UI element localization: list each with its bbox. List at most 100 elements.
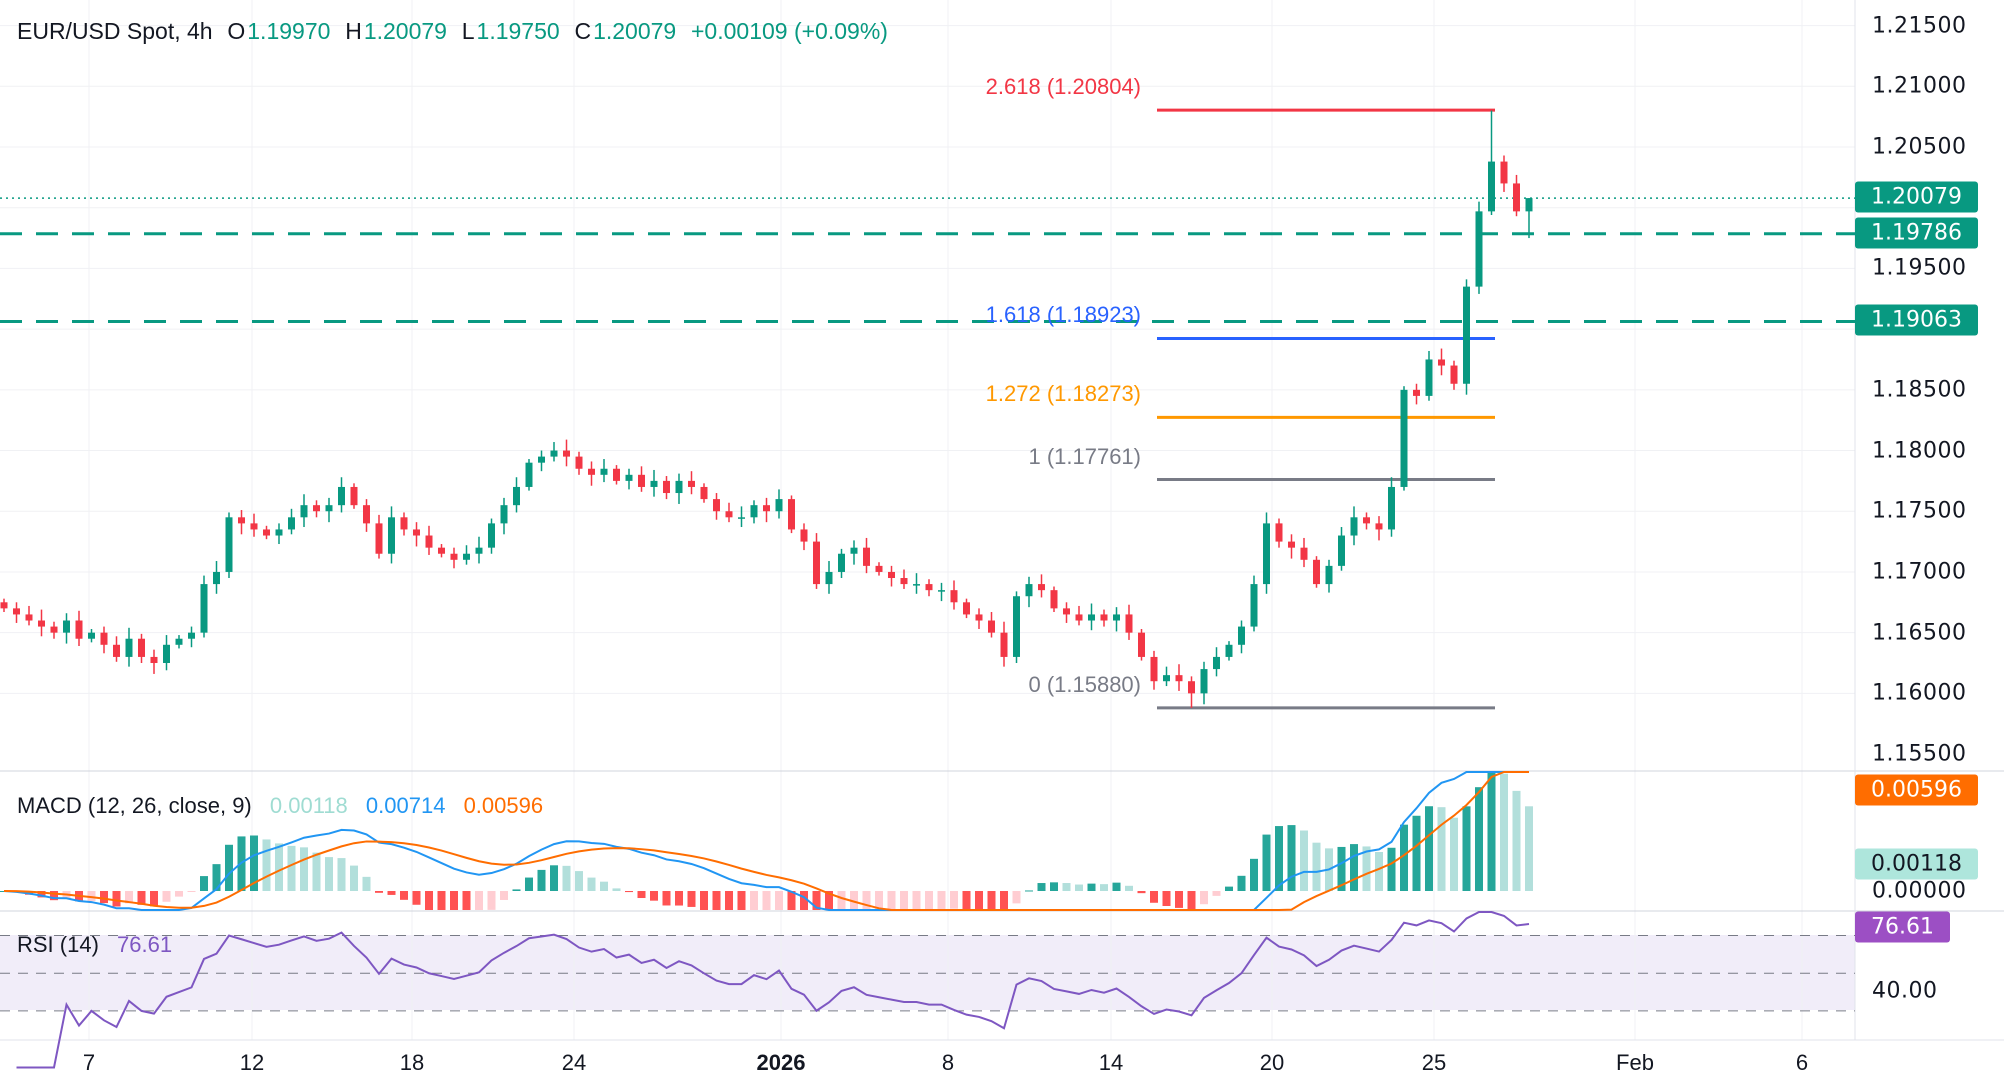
fib-level-label: 1.272 (1.18273) <box>985 381 1141 407</box>
macd-histogram-bar <box>1250 858 1258 891</box>
macd-histogram-bar <box>750 891 758 910</box>
candle-bearish <box>75 620 83 639</box>
symbol-title[interactable]: EUR/USD Spot, 4h <box>17 18 213 44</box>
macd-histogram-bar <box>600 881 608 891</box>
macd-histogram-bar <box>137 891 146 905</box>
macd-histogram-bar <box>125 891 133 904</box>
macd-histogram-bar <box>1275 826 1283 891</box>
candle-bullish <box>388 517 395 554</box>
candle-bearish <box>900 578 908 585</box>
candle-bullish <box>1163 675 1170 682</box>
macd-histogram-bar <box>362 876 371 891</box>
candle-bullish <box>1325 565 1333 585</box>
macd-histogram-bar <box>100 891 108 904</box>
candle-bullish <box>500 505 508 524</box>
candle-bullish <box>825 571 833 585</box>
candle-bearish <box>1288 541 1295 548</box>
candle-bullish <box>625 474 633 481</box>
macd-histogram-bar <box>912 891 921 910</box>
macd-histogram-bar <box>212 864 221 891</box>
candle-bearish <box>588 468 595 475</box>
macd-histogram-bar <box>962 891 971 910</box>
time-tick-label: 12 <box>239 1050 265 1075</box>
macd-histogram-bar <box>1512 790 1521 891</box>
candle-bearish <box>788 499 795 530</box>
macd-histogram-bar <box>1087 883 1096 891</box>
candle-bullish <box>225 517 233 572</box>
candle-bearish <box>638 474 645 487</box>
candle-bearish <box>1138 632 1145 657</box>
macd-histogram-bar <box>1262 834 1271 891</box>
macd-histogram-bar <box>425 891 433 910</box>
macd-histogram-bar <box>1400 824 1408 891</box>
macd-hist-value: 0.00118 <box>269 793 348 818</box>
macd-histogram-bar <box>1362 846 1371 891</box>
macd-histogram-bar <box>1475 787 1483 891</box>
price-tick-label: 1.16500 <box>1872 620 1967 646</box>
candle-bullish <box>513 486 520 506</box>
candle-bullish <box>1238 626 1245 645</box>
last-price-badge: 1.20079 <box>1855 181 1978 213</box>
price-tick-label: 1.16000 <box>1872 680 1967 706</box>
candle-bearish <box>113 644 120 657</box>
macd-histogram-bar <box>512 889 521 891</box>
macd-histogram-bar <box>625 891 633 893</box>
macd-histogram-bar <box>325 857 333 891</box>
macd-histogram-bar <box>1125 885 1133 891</box>
macd-histogram-bar <box>337 858 346 891</box>
candle-bullish <box>1350 517 1358 536</box>
macd-histogram-bar <box>150 891 158 907</box>
macd-histogram-bar <box>1412 815 1421 891</box>
candle-bearish <box>700 486 708 500</box>
candle-bullish <box>1488 161 1495 212</box>
macd-histogram-bar <box>825 891 833 910</box>
candle-bullish <box>1338 535 1345 566</box>
rsi-title[interactable]: RSI (14) <box>17 932 99 957</box>
candle-bearish <box>1038 584 1045 591</box>
candle-bearish <box>663 480 670 494</box>
candle-bullish <box>1088 614 1095 621</box>
candle-bullish <box>1250 584 1258 627</box>
fib-level-label: 1.618 (1.18923) <box>985 302 1141 328</box>
macd-histogram-bar <box>300 847 308 891</box>
macd-histogram-bar <box>275 843 283 891</box>
macd-histogram-bar <box>312 852 321 891</box>
macd-histogram-bar <box>1462 806 1471 891</box>
macd-histogram-bar <box>900 891 908 910</box>
candle-bearish <box>1150 656 1158 682</box>
macd-histogram-bar <box>1387 847 1396 891</box>
macd-histogram-bar <box>1425 806 1433 891</box>
macd-histogram-bar <box>1037 883 1046 891</box>
price-tick-label: 1.17500 <box>1872 498 1967 524</box>
macd-histogram-bar <box>1150 891 1158 903</box>
macd-histogram-bar <box>987 891 996 910</box>
candle-bearish <box>713 499 720 512</box>
macd-histogram-bar <box>1187 891 1196 910</box>
candle-bearish <box>238 517 245 524</box>
candle-bearish <box>1450 365 1458 384</box>
macd-hist-badge: 0.00118 <box>1855 848 1978 880</box>
fib-level-label: 2.618 (1.20804) <box>985 74 1141 100</box>
close-label: C <box>574 18 592 44</box>
macd-histogram-bar <box>862 891 871 910</box>
macd-histogram-bar <box>875 891 883 910</box>
candle-bullish <box>775 499 783 512</box>
macd-histogram-bar <box>1112 882 1121 891</box>
price-tick-label: 1.21500 <box>1872 13 1967 39</box>
macd-histogram-bar <box>1175 891 1183 908</box>
macd-histogram-bar <box>412 891 421 905</box>
macd-title[interactable]: MACD (12, 26, close, 9) <box>17 793 252 818</box>
candle-bullish <box>1400 389 1408 487</box>
candle-bearish <box>688 480 695 487</box>
macd-histogram-bar <box>975 891 983 910</box>
candle-bearish <box>975 614 983 621</box>
macd-histogram-bar <box>1237 875 1246 891</box>
candle-bearish <box>438 547 445 554</box>
candle-bullish <box>488 523 495 548</box>
candle-bearish <box>1188 681 1195 694</box>
macd-histogram-bar <box>250 835 258 891</box>
candle-bullish <box>850 547 858 554</box>
candle-bearish <box>450 553 458 560</box>
macd-histogram-bar <box>1162 891 1171 906</box>
